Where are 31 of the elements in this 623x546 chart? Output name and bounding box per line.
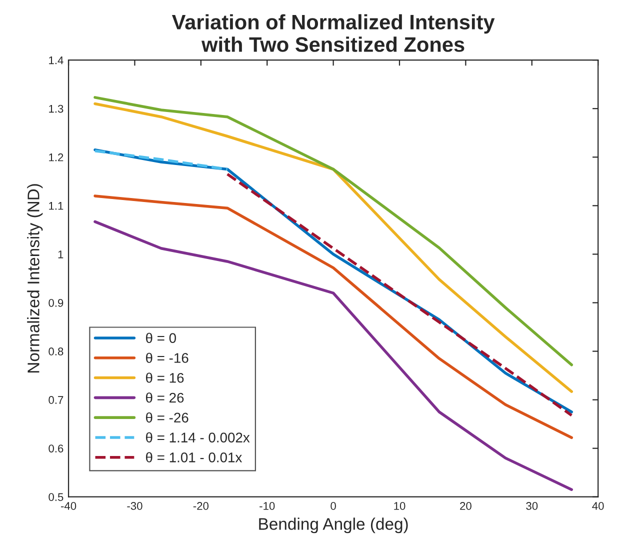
x-tick-label: 30 [526,502,538,510]
y-tick-label: 1.2 [49,153,64,162]
x-axis-title: Bending Angle (deg) [259,518,408,534]
y-tick-label: 0.9 [48,298,64,307]
legend-label: θ = 26 [146,392,184,403]
legend-label: θ = 16 [146,372,184,383]
legend-label: θ = 0 [146,332,176,343]
x-tick-label: 20 [460,502,472,510]
y-tick-label: 0.5 [48,493,64,501]
y-tick-label: 0.7 [48,396,64,404]
y-tick-label: 0.8 [48,348,64,356]
legend-label: θ = 1.01 - 0.01x [146,452,242,462]
line-series [94,220,573,491]
x-tick-label: -20 [193,502,209,510]
x-tick-label: -10 [260,502,275,510]
legend-label: θ = -26 [146,412,188,423]
y-tick-label: 0.6 [48,444,64,452]
chart-title: Variation of Normalized Intensity with Two Sensitized Zones [172,14,495,52]
x-tick-label: 10 [394,502,406,510]
x-tick-label: -30 [127,502,142,510]
y-tick-label: 1.1 [49,202,64,210]
legend-label: θ = -16 [146,352,188,363]
x-tick-label: -40 [60,502,76,510]
y-tick-label: 1 [58,250,64,258]
y-tick-label: 1.4 [49,56,64,64]
line-series [226,172,573,417]
y-tick-label: 1.3 [49,104,64,113]
x-tick-label: 40 [592,502,604,510]
y-axis-title: Normalized Intensity (ND) [27,184,43,372]
legend-label: θ = 1.14 - 0.002x [146,432,250,442]
x-tick-label: 0 [330,502,336,510]
